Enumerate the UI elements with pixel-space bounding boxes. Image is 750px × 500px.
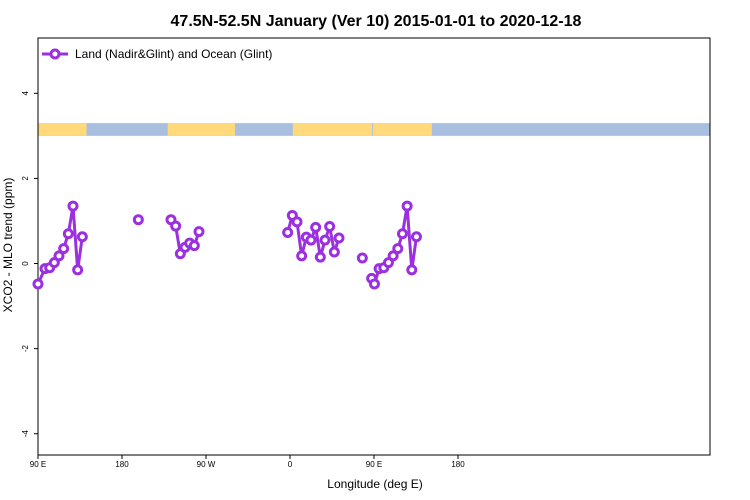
- data-point: [410, 231, 422, 243]
- data-point: [319, 234, 331, 246]
- data-point: [328, 246, 340, 258]
- x-tick-label: 90 W: [197, 460, 216, 469]
- data-point: [310, 221, 322, 233]
- data-point: [387, 250, 399, 262]
- y-tick-label: 4: [21, 91, 30, 96]
- y-tick-label: 0: [21, 261, 30, 266]
- x-tick-label: 90 E: [30, 460, 46, 469]
- data-point: [333, 232, 345, 244]
- data-point: [32, 278, 44, 290]
- x-axis: 90 E 180 90 W 0 90 E 180: [30, 455, 465, 469]
- data-point: [53, 250, 65, 262]
- data-point: [314, 251, 326, 263]
- x-tick-label: 0: [288, 460, 293, 469]
- data-point: [356, 252, 368, 264]
- data-point: [58, 243, 70, 255]
- data-point: [392, 243, 404, 255]
- y-axis: -4 -2 0 2 4: [21, 91, 38, 438]
- y-tick-label: -2: [21, 345, 30, 353]
- legend: Land (Nadir&Glint) and Ocean (Glint): [42, 47, 272, 61]
- land-band-segment: [167, 123, 235, 136]
- plot-frame: [37, 37, 711, 456]
- data-point: [72, 264, 84, 276]
- data-point: [324, 221, 336, 233]
- data-point: [67, 200, 79, 212]
- data-point: [368, 278, 380, 290]
- legend-entry-label: Land (Nadir&Glint) and Ocean (Glint): [75, 47, 272, 61]
- data-point: [62, 228, 74, 240]
- y-axis-label: XCO2 - MLO trend (ppm): [1, 178, 15, 313]
- land-band-segment: [38, 123, 87, 136]
- data-point: [406, 264, 418, 276]
- x-tick-label: 90 E: [366, 460, 382, 469]
- data-point: [132, 214, 144, 226]
- data-point: [76, 231, 88, 243]
- land-band-segment: [292, 123, 373, 136]
- y-tick-label: 2: [21, 176, 30, 181]
- legend-point-marker: [49, 48, 61, 60]
- data-point: [401, 200, 413, 212]
- x-tick-label: 180: [115, 460, 129, 469]
- y-tick-label: -4: [21, 430, 30, 438]
- chart-title: 47.5N-52.5N January (Ver 10) 2015-01-01 …: [171, 13, 582, 30]
- data-point: [291, 216, 303, 228]
- land-band-segment: [373, 123, 432, 136]
- data-point: [193, 226, 205, 238]
- x-axis-label: Longitude (deg E): [327, 477, 422, 491]
- data-point: [396, 228, 408, 240]
- x-tick-label: 180: [451, 460, 465, 469]
- data-point: [305, 234, 317, 246]
- series-layer: [32, 200, 422, 290]
- land-ocean-band: [38, 123, 710, 136]
- data-point: [170, 220, 182, 232]
- data-point: [188, 240, 200, 252]
- data-point: [296, 250, 308, 262]
- data-point: [282, 226, 294, 238]
